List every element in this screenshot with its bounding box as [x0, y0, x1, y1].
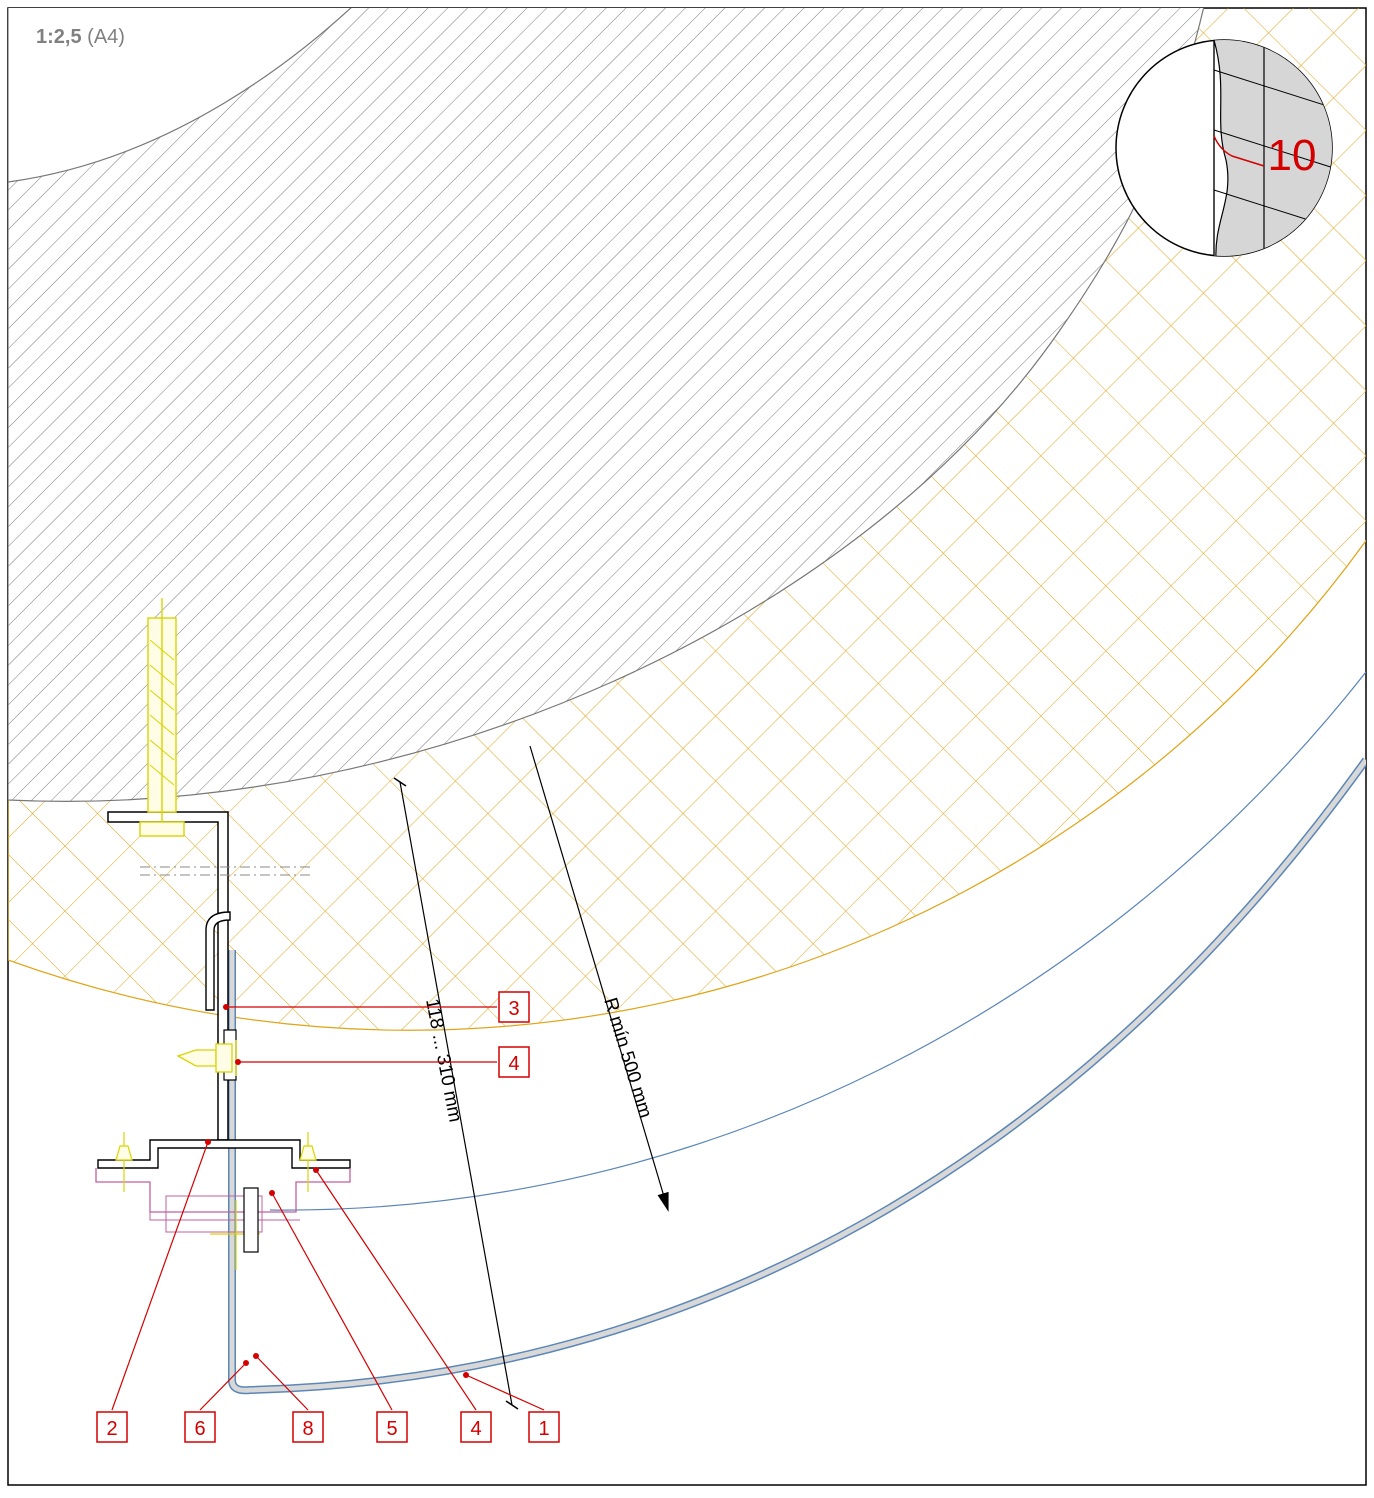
- callout-8-label: 8: [302, 1418, 313, 1440]
- sliding-clip[interactable]: [205, 911, 231, 1011]
- callout-leaders: [111, 1006, 545, 1411]
- scale-ratio: 1:2,5: [36, 26, 82, 48]
- callout-4-rivet[interactable]: 4: [460, 1411, 492, 1443]
- detail-circle[interactable]: 10: [1115, 30, 1340, 270]
- holder-profile[interactable]: [95, 1168, 351, 1233]
- callout-3-label: 3: [508, 998, 519, 1020]
- callout-2[interactable]: 2: [96, 1411, 128, 1443]
- callout-6[interactable]: 6: [184, 1411, 216, 1443]
- callout-4-screw[interactable]: 4: [498, 1046, 530, 1078]
- wall-void: [8, 8, 352, 183]
- rivet-left[interactable]: [115, 1132, 133, 1192]
- callout-2-label: 2: [106, 1418, 117, 1440]
- scale-paper: (A4): [87, 26, 125, 48]
- screw-fastener[interactable]: [176, 1040, 237, 1076]
- callout-8[interactable]: 8: [292, 1411, 324, 1443]
- callout-3[interactable]: 3: [498, 991, 530, 1023]
- callout-5[interactable]: 5: [376, 1411, 408, 1443]
- anchor-dowel[interactable]: [139, 598, 185, 837]
- scale-note: 1:2,5 (A4): [36, 26, 125, 49]
- callout-5-label: 5: [386, 1418, 397, 1440]
- callout-dots: [205, 1004, 469, 1378]
- callout-1-label: 1: [538, 1418, 549, 1440]
- callout-4-rivet-label: 4: [470, 1418, 481, 1440]
- gap-line: [269, 671, 1366, 1211]
- rivet-right[interactable]: [299, 1132, 317, 1192]
- dimension-radius-text: R mín 500 mm: [599, 995, 656, 1120]
- callout-1[interactable]: 1: [528, 1411, 560, 1443]
- callout-6-label: 6: [194, 1418, 205, 1440]
- callout-4-screw-label: 4: [508, 1053, 519, 1075]
- panel-rivet[interactable]: [210, 1187, 260, 1270]
- detail-label: 10: [1268, 131, 1317, 180]
